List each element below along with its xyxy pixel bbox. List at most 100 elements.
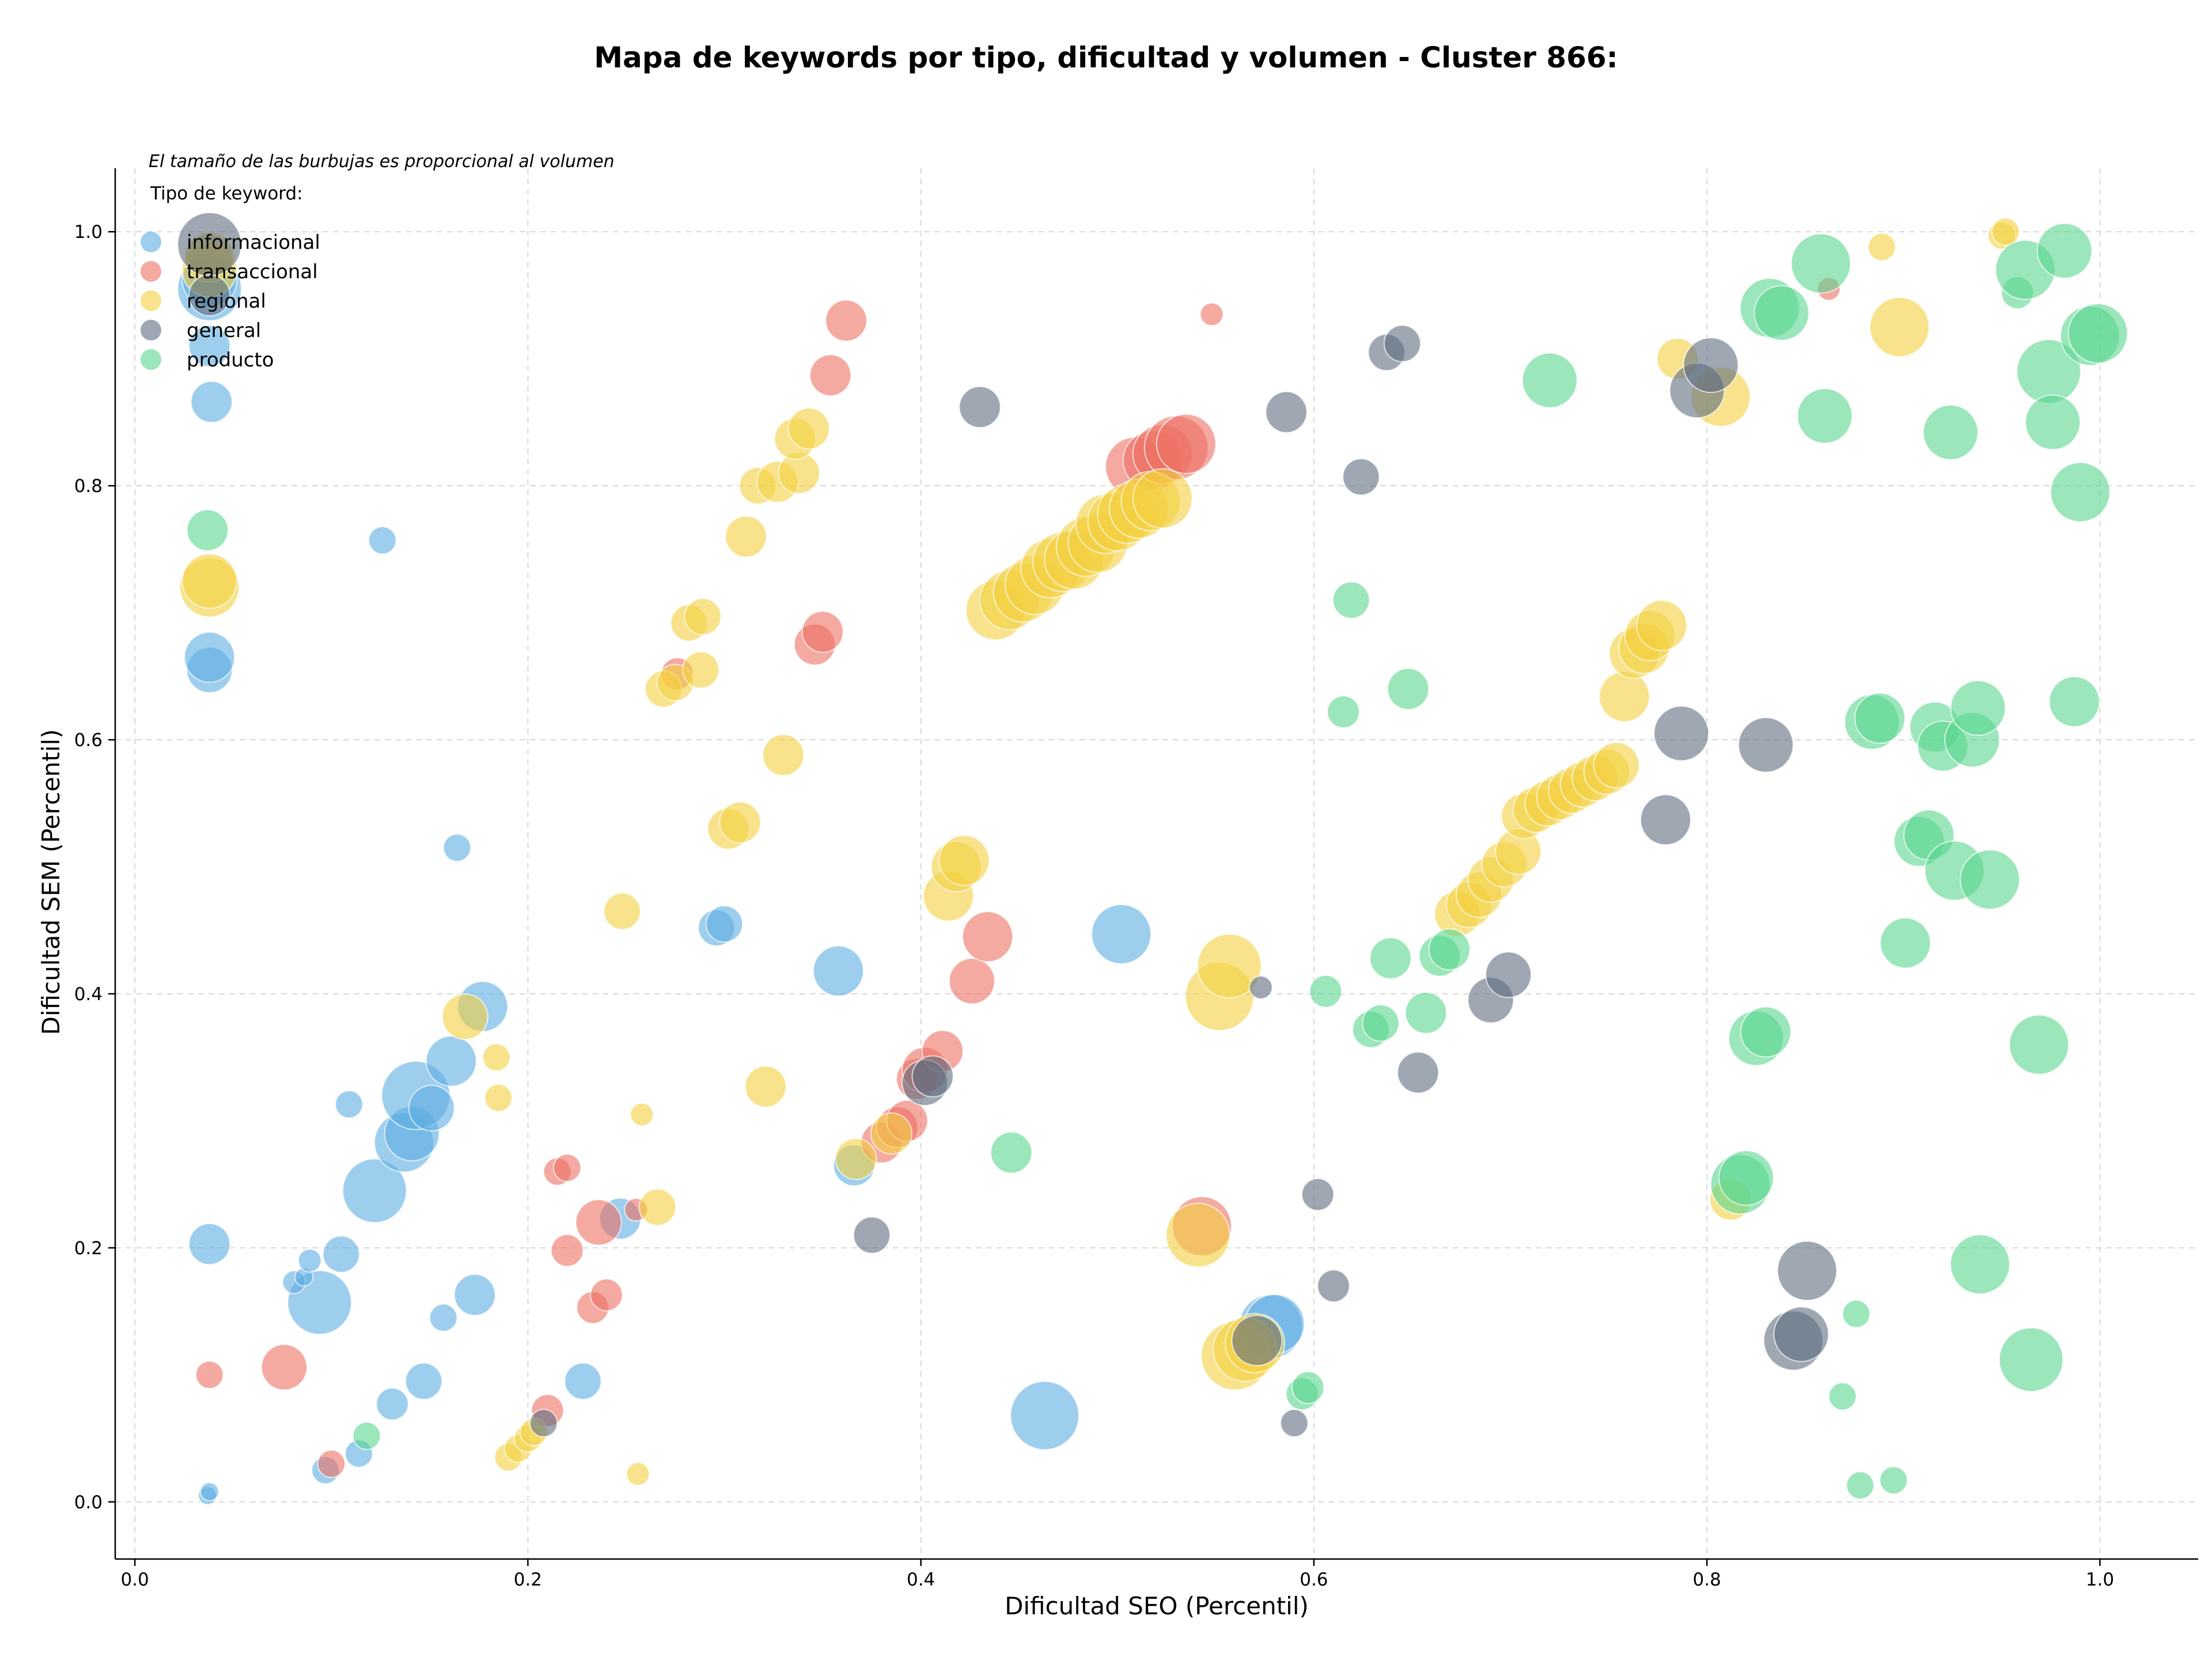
series-general	[177, 212, 1838, 1437]
x-tick-label: 1.0	[2086, 1569, 2114, 1590]
bubble-producto	[2009, 1014, 2070, 1075]
x-tick-label: 0.2	[514, 1569, 542, 1590]
bubble-general	[1777, 1240, 1838, 1301]
bubble-general	[1342, 458, 1380, 496]
bubble-regional	[1636, 600, 1688, 652]
bubble-general	[853, 1216, 891, 1254]
legend-label-regional: regional	[187, 290, 266, 313]
bubble-general	[959, 385, 1001, 429]
bubble-regional	[682, 651, 720, 689]
bubble-informacional	[564, 1362, 602, 1400]
bubble-transaccional	[948, 958, 995, 1005]
bubble-informacional	[376, 1387, 409, 1421]
x-ticks: 0.0 0.2 0.4 0.6 0.8 1.0	[120, 1559, 2114, 1590]
legend-label-transaccional: transaccional	[187, 260, 318, 283]
legend-label-producto: producto	[187, 349, 274, 372]
bubble-transaccional	[809, 354, 852, 396]
bubble-transaccional	[590, 1278, 623, 1312]
bubble-informacional	[199, 1482, 219, 1501]
bubble-general	[1738, 717, 1794, 773]
bubble-producto	[1387, 668, 1430, 710]
bubble-producto	[1291, 1371, 1325, 1405]
bubble-producto	[2025, 394, 2081, 451]
bubble-regional	[719, 801, 762, 844]
bubble-informacional	[1010, 1380, 1080, 1451]
bubble-producto	[352, 1421, 381, 1450]
bubble-regional	[938, 835, 990, 886]
bubble-general	[1249, 975, 1273, 1000]
bubble-producto	[1949, 1234, 2010, 1295]
bubble-general	[1231, 1315, 1283, 1367]
bubble-regional	[835, 1138, 877, 1181]
bubble-regional	[1593, 741, 1640, 789]
y-tick-label: 0.8	[74, 476, 103, 497]
size-note: El tamaño de las burbujas es proporciona…	[149, 152, 615, 172]
bubble-producto	[2067, 303, 2128, 364]
bubble-regional	[1599, 671, 1650, 722]
bubble-producto	[2048, 676, 2100, 728]
series-informacional	[177, 233, 1305, 1505]
bubble-informacional	[188, 325, 231, 368]
bubble-transaccional	[962, 911, 1014, 963]
bubble-producto	[1327, 695, 1360, 729]
legend-marker-informacional	[141, 232, 161, 252]
legend-label-informacional: informacional	[187, 231, 320, 254]
bubble-general	[1640, 794, 1691, 846]
bubble-informacional	[335, 1090, 363, 1119]
bubble-regional	[638, 1188, 677, 1226]
legend-title: Tipo de keyword:	[150, 183, 303, 204]
bubble-regional	[1869, 297, 1930, 357]
bubble-producto	[1753, 285, 1810, 341]
x-tick-label: 0.6	[1300, 1569, 1328, 1590]
bubble-informacional	[453, 1273, 496, 1316]
x-tick-label: 0.4	[907, 1569, 935, 1590]
bubble-general	[1397, 1051, 1440, 1094]
legend-label-general: general	[187, 319, 261, 342]
bubble-producto	[1842, 1299, 1871, 1329]
bubble-producto	[1404, 992, 1447, 1034]
bubble-regional	[684, 597, 722, 635]
bubble-informacional	[705, 905, 744, 943]
bubble-regional	[482, 1043, 511, 1072]
bubble-producto	[1922, 404, 1979, 460]
bubble-transaccional	[575, 1199, 622, 1246]
bubble-regional	[441, 993, 488, 1041]
legend-marker-general	[141, 320, 161, 340]
bubble-informacional	[342, 1158, 407, 1223]
bubble-transaccional	[317, 1450, 346, 1478]
bubble-regional	[484, 1084, 513, 1113]
bubble-general	[1280, 1409, 1309, 1437]
bubble-producto	[186, 509, 229, 551]
bubble-transaccional	[825, 299, 868, 342]
bubble-regional	[1196, 933, 1262, 998]
bubble-regional	[1132, 468, 1193, 529]
y-tick-label: 0.0	[74, 1492, 103, 1513]
legend-marker-producto	[141, 349, 161, 370]
bubble-regional	[1868, 233, 1896, 262]
y-tick-label: 0.6	[74, 730, 103, 751]
bubble-informacional	[425, 1035, 477, 1087]
bubble-producto	[1998, 1327, 2064, 1393]
y-tick-label: 0.4	[74, 984, 103, 1005]
bubble-transaccional	[195, 1360, 224, 1390]
bubble-general	[1383, 324, 1421, 362]
x-axis-label: Dificultad SEO (Percentil)	[1005, 1592, 1309, 1620]
bubble-informacional	[1091, 904, 1152, 964]
bubble-informacional	[408, 1084, 455, 1132]
bubble-informacional	[429, 1303, 458, 1332]
bubble-producto	[1960, 849, 2020, 910]
grid-lines	[115, 168, 2198, 1559]
bubble-producto	[2036, 222, 2093, 279]
bubble-regional	[626, 1462, 650, 1486]
bubble-general	[1301, 1178, 1335, 1212]
bubble-informacional	[190, 381, 233, 423]
bubble-regional	[744, 1065, 787, 1108]
bubble-producto	[1797, 388, 1853, 444]
bubble-regional	[725, 515, 767, 558]
bubble-producto	[1521, 352, 1578, 408]
bubble-producto	[990, 1131, 1033, 1174]
bubble-producto	[1828, 1382, 1857, 1411]
bubble-regional	[603, 892, 641, 930]
chart-title: Mapa de keywords por tipo, dificultad y …	[594, 41, 1618, 74]
